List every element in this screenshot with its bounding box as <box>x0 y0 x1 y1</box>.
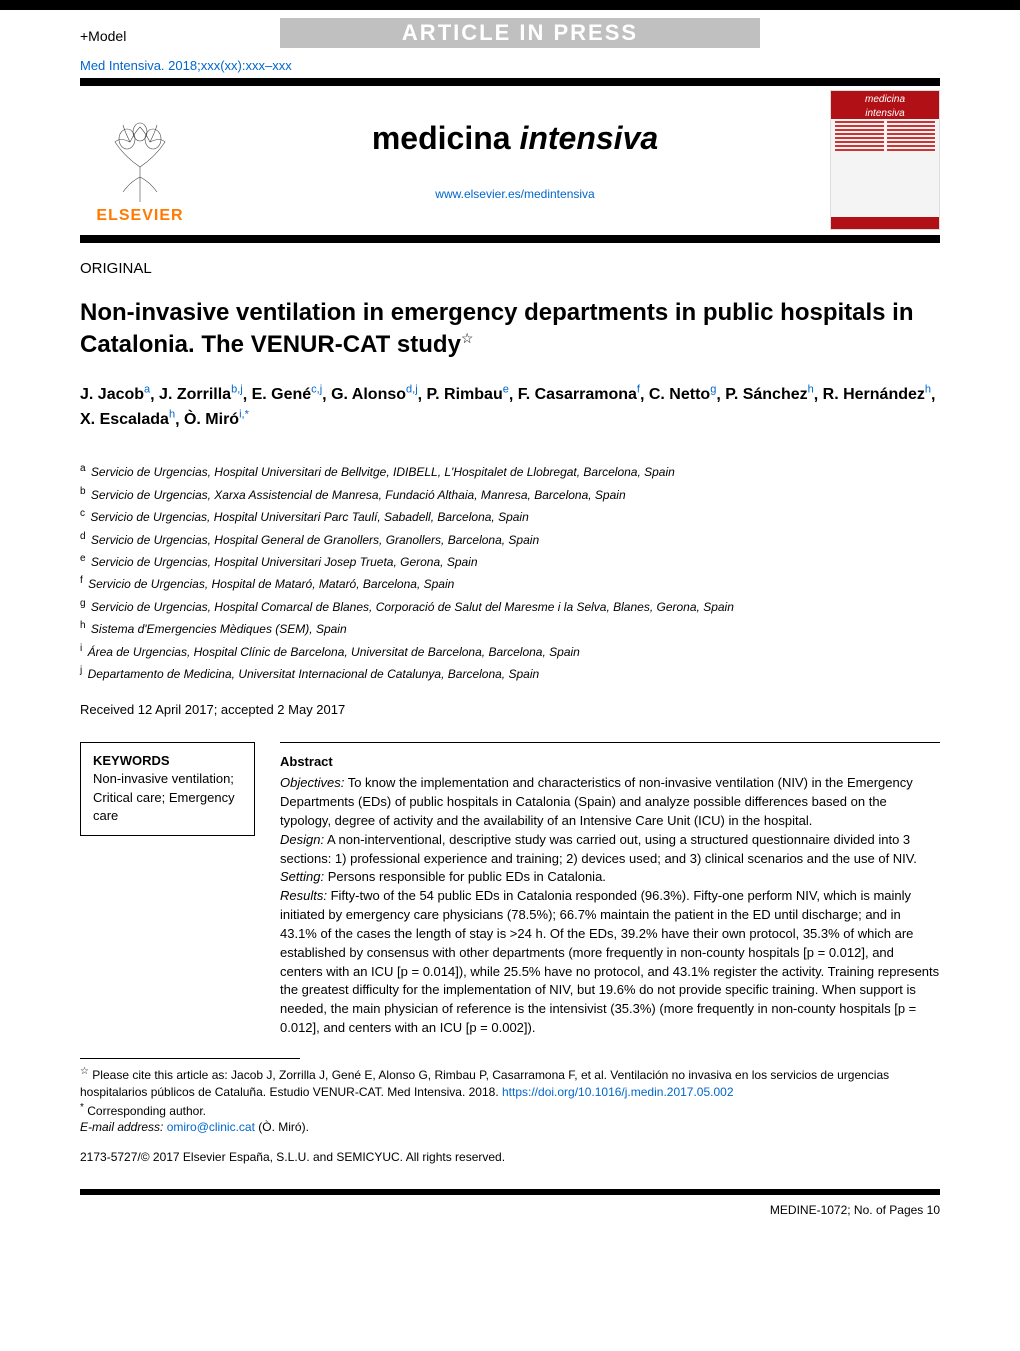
affiliation: f Servicio de Urgencias, Hospital de Mat… <box>80 572 940 594</box>
divider-2 <box>80 235 940 243</box>
cover-thumb-footer <box>831 217 939 229</box>
corr-footnote: * Corresponding author. <box>80 1101 940 1120</box>
author: Ò. Mirói,* <box>184 411 249 428</box>
press-banner: ARTICLE IN PRESS <box>280 18 760 48</box>
top-bar <box>0 0 1020 10</box>
footnotes: ☆ Please cite this article as: Jacob J, … <box>80 1065 940 1136</box>
email-link[interactable]: omiro@clinic.cat <box>167 1120 255 1134</box>
model-label: +Model <box>80 28 126 44</box>
footer: MEDINE-1072; No. of Pages 10 <box>80 1203 940 1217</box>
affiliation: h Sistema d'Emergencies Mèdiques (SEM), … <box>80 617 940 639</box>
abstract-setting: Setting: Persons responsible for public … <box>280 868 940 887</box>
cite-footnote: ☆ Please cite this article as: Jacob J, … <box>80 1065 940 1101</box>
affiliation: j Departamento de Medicina, Universitat … <box>80 662 940 684</box>
journal-title-a: medicina <box>372 120 520 156</box>
affiliation: g Servicio de Urgencias, Hospital Comarc… <box>80 595 940 617</box>
author: G. Alonsod,j <box>331 386 418 403</box>
elsevier-text: ELSEVIER <box>96 207 183 225</box>
objectives-text: To know the implementation and character… <box>280 775 913 828</box>
keywords-box: KEYWORDS Non-invasive ventilation; Criti… <box>80 742 255 836</box>
title-star-icon: ☆ <box>461 330 474 346</box>
abstract-objectives: Objectives: To know the implementation a… <box>280 774 940 831</box>
footnote-divider <box>80 1058 300 1059</box>
journal-header: ELSEVIER medicina intensiva www.elsevier… <box>80 95 940 225</box>
journal-cover-thumb: medicinaintensiva <box>830 90 940 230</box>
affiliation: e Servicio de Urgencias, Hospital Univer… <box>80 550 940 572</box>
author: J. Zorrillab,j <box>159 386 243 403</box>
author: P. Rimbaue <box>427 386 509 403</box>
affiliation: a Servicio de Urgencias, Hospital Univer… <box>80 460 940 482</box>
journal-title-block: medicina intensiva www.elsevier.es/medin… <box>200 120 830 201</box>
star-icon: ☆ <box>80 1066 89 1077</box>
section-label: ORIGINAL <box>80 260 940 277</box>
affiliation: d Servicio de Urgencias, Hospital Genera… <box>80 528 940 550</box>
design-text: A non-interventional, descriptive study … <box>280 832 917 866</box>
results-label: Results: <box>280 888 327 903</box>
affiliations: a Servicio de Urgencias, Hospital Univer… <box>80 460 940 684</box>
author: E. Genéc,j <box>252 386 323 403</box>
abstract-results: Results: Fifty-two of the 54 public EDs … <box>280 887 940 1038</box>
author: F. Casarramonaf <box>518 386 640 403</box>
objectives-label: Objectives: <box>280 775 344 790</box>
footer-idline: MEDINE-1072; No. of Pages 10 <box>770 1203 940 1217</box>
journal-title-b: intensiva <box>519 120 658 156</box>
journal-url[interactable]: www.elsevier.es/medintensiva <box>200 187 830 201</box>
elsevier-logo: ELSEVIER <box>80 95 200 225</box>
cover-thumb-body <box>835 121 935 217</box>
affiliation: c Servicio de Urgencias, Hospital Univer… <box>80 505 940 527</box>
affiliation: i Área de Urgencias, Hospital Clínic de … <box>80 640 940 662</box>
author: P. Sánchezh <box>725 386 814 403</box>
citation-line: Med Intensiva. 2018;xxx(xx):xxx–xxx <box>80 58 292 73</box>
email-tail: (Ò. Miró). <box>255 1120 309 1134</box>
article-content: ORIGINAL Non-invasive ventilation in eme… <box>80 260 940 1217</box>
author: X. Escaladah <box>80 411 175 428</box>
affiliation: b Servicio de Urgencias, Xarxa Assistenc… <box>80 483 940 505</box>
cover-thumb-title: medicinaintensiva <box>831 91 939 119</box>
bottom-divider <box>80 1189 940 1195</box>
abstract-row: KEYWORDS Non-invasive ventilation; Criti… <box>80 742 940 1038</box>
title-text: Non-invasive ventilation in emergency de… <box>80 299 914 358</box>
divider-1 <box>80 78 940 86</box>
cite-text: Please cite this article as: Jacob J, Zo… <box>80 1068 889 1099</box>
abstract-header: Abstract <box>280 753 940 772</box>
citation-link[interactable]: Med Intensiva. 2018;xxx(xx):xxx–xxx <box>80 58 292 73</box>
email-footnote: E-mail address: omiro@clinic.cat (Ò. Mir… <box>80 1119 940 1136</box>
author: J. Jacoba <box>80 386 150 403</box>
keywords-header: KEYWORDS <box>93 753 242 768</box>
design-label: Design: <box>280 832 324 847</box>
received-date: Received 12 April 2017; accepted 2 May 2… <box>80 702 940 717</box>
email-label: E-mail address: <box>80 1120 167 1134</box>
author: C. Nettog <box>649 386 716 403</box>
results-text: Fifty-two of the 54 public EDs in Catalo… <box>280 888 939 1035</box>
corr-text: Corresponding author. <box>84 1104 206 1118</box>
elsevier-tree-icon <box>95 117 185 207</box>
authors: J. Jacoba, J. Zorrillab,j, E. Genéc,j, G… <box>80 382 940 433</box>
article-title: Non-invasive ventilation in emergency de… <box>80 297 940 362</box>
author: R. Hernándezh <box>823 386 931 403</box>
copyright: 2173-5727/© 2017 Elsevier España, S.L.U.… <box>80 1150 940 1164</box>
setting-text: Persons responsible for public EDs in Ca… <box>324 869 606 884</box>
doi-link[interactable]: https://doi.org/10.1016/j.medin.2017.05.… <box>502 1085 734 1099</box>
keywords-list: Non-invasive ventilation; Critical care;… <box>93 770 242 825</box>
abstract-design: Design: A non-interventional, descriptiv… <box>280 831 940 869</box>
journal-title: medicina intensiva <box>200 120 830 157</box>
abstract: Abstract Objectives: To know the impleme… <box>280 742 940 1038</box>
setting-label: Setting: <box>280 869 324 884</box>
